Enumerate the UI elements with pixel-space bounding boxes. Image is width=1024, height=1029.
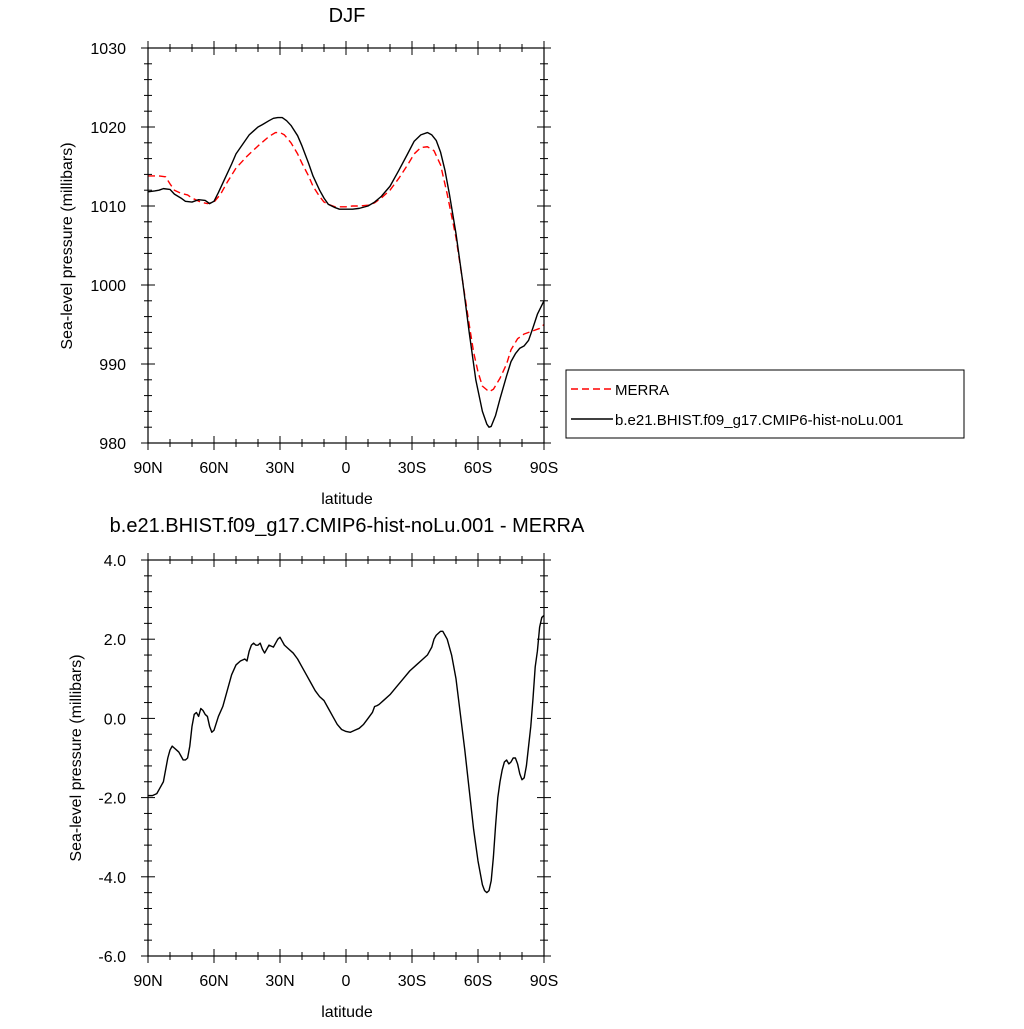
x-tick-label: 90N — [133, 460, 162, 477]
x-tick-label: 90N — [133, 973, 162, 990]
x-tick-labels: 90N 60N 30N 0 30S 60S 90S — [133, 973, 558, 990]
tick-marks — [141, 41, 551, 450]
x-tick-label: 60N — [199, 460, 228, 477]
y-tick-label: 0.0 — [104, 711, 126, 728]
x-tick-label: 30N — [265, 460, 294, 477]
chart-title: DJF — [329, 5, 366, 27]
y-tick-label: -2.0 — [98, 791, 126, 808]
y-tick-label: -6.0 — [98, 949, 126, 966]
y-tick-label: 990 — [99, 357, 126, 374]
y-tick-label: 4.0 — [104, 553, 126, 570]
legend: MERRA b.e21.BHIST.f09_g17.CMIP6-hist-noL… — [565, 369, 965, 439]
legend-label-merra: MERRA — [615, 382, 669, 399]
y-axis-label: Sea-level pressure (millibars) — [68, 654, 85, 861]
y-tick-label: 1020 — [90, 120, 126, 137]
y-axis-label: Sea-level pressure (millibars) — [59, 142, 76, 349]
tick-marks — [141, 553, 551, 963]
y-tick-label: 1030 — [90, 41, 126, 58]
x-tick-label: 60S — [464, 460, 492, 477]
x-axis-label: latitude — [321, 1004, 373, 1021]
series-lines — [148, 614, 545, 894]
plot-frame — [147, 559, 545, 957]
top-panel: DJF 90N 60N 30N 0 30S 60S 90S 980 990 1000 1010 10… — [59, 5, 965, 508]
difference-chart-title: b.e21.BHIST.f09_g17.CMIP6-hist-noLu.001 … — [110, 515, 585, 537]
x-tick-labels: 90N 60N 30N 0 30S 60S 90S — [133, 460, 558, 477]
series-lines — [147, 116, 545, 428]
x-tick-label: 0 — [342, 973, 351, 990]
y-tick-labels: 980 990 1000 1010 1020 1030 — [90, 41, 126, 453]
x-tick-label: 60S — [464, 973, 492, 990]
series-line-diff-0 — [148, 614, 545, 894]
x-tick-label: 30S — [398, 973, 426, 990]
bottom-panel: b.e21.BHIST.f09_g17.CMIP6-hist-noLu.001 … — [68, 515, 585, 1021]
x-tick-label: 30S — [398, 460, 426, 477]
x-tick-label: 30N — [265, 973, 294, 990]
plot-frame — [147, 47, 545, 444]
series-line-b-e21-bhist-f09-g17-cmip6-hist-nolu-001 — [147, 116, 545, 428]
x-tick-label: 90S — [530, 460, 558, 477]
y-tick-label: 1010 — [90, 199, 126, 216]
x-tick-label: 0 — [342, 460, 351, 477]
series-line-merra — [148, 131, 545, 393]
y-tick-label: 2.0 — [104, 632, 126, 649]
x-tick-label: 60N — [199, 973, 228, 990]
legend-label-model: b.e21.BHIST.f09_g17.CMIP6-hist-noLu.001 — [615, 412, 904, 429]
y-tick-label: 1000 — [90, 278, 126, 295]
y-tick-label: -4.0 — [98, 870, 126, 887]
x-axis-label: latitude — [321, 491, 373, 508]
x-tick-label: 90S — [530, 973, 558, 990]
y-tick-label: 980 — [99, 436, 126, 453]
y-tick-labels: -6.0 -4.0 -2.0 0.0 2.0 4.0 — [98, 553, 126, 966]
legend-box — [565, 369, 965, 439]
